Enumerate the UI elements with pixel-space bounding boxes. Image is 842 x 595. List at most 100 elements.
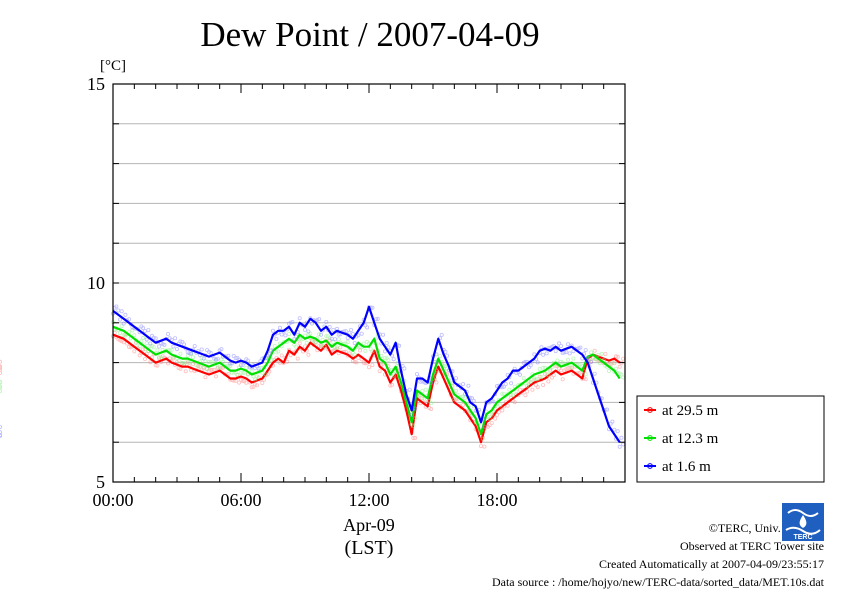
sample-point [370,349,375,354]
sample-point [157,344,162,349]
sample-point [324,319,329,324]
sample-point [534,377,539,382]
sample-point [304,340,309,345]
sample-point [439,332,444,337]
sample-point [350,332,355,337]
sample-point [560,350,565,355]
sample-point [226,363,231,368]
sample-point [221,359,226,364]
sample-point [566,342,571,347]
sample-point [302,333,307,338]
sample-point [535,377,540,382]
sample-point [402,366,407,371]
sample-point [621,442,626,447]
sample-point [299,337,304,342]
sample-point [274,350,279,355]
sample-point [244,365,249,370]
sample-point [411,423,416,428]
sample-point [421,396,426,401]
sample-point [345,340,350,345]
sample-point [500,408,505,413]
chart-title: Dew Point / 2007-04-09 [200,15,539,54]
sample-point [413,406,418,411]
sample-point [491,399,496,404]
sample-point [528,363,533,368]
sample-point [270,328,275,333]
sample-point [178,351,183,356]
sample-point [338,345,343,350]
sample-point [541,382,546,387]
sample-point [525,389,530,394]
sample-point [507,387,512,392]
sample-point [141,325,146,330]
sample-point [118,331,123,336]
sample-point [322,344,327,349]
sample-point [130,328,135,333]
sample-point [336,332,341,337]
x-axis-unit: (LST) [345,537,394,559]
sample-point [292,337,297,342]
sample-point [327,335,332,340]
sample-point [453,388,458,393]
sample-point [480,436,485,441]
sample-point [0,384,2,389]
sample-point [254,374,259,379]
axis-ticks: 5 10 15 00:00 06:00 12:00 18:00 [87,74,625,510]
sample-point [562,350,567,355]
sample-point [578,345,583,350]
sample-point [274,336,279,341]
sample-point [162,342,167,347]
sample-point [518,387,523,392]
sample-point [583,377,588,382]
sample-point [132,349,137,354]
sample-point [215,356,220,361]
y-tick-label: 10 [87,273,105,293]
sample-point [181,342,186,347]
sample-point [557,341,562,346]
sample-point [123,312,128,317]
sample-point [178,339,183,344]
sample-point [607,368,612,373]
sample-point [226,371,231,376]
sample-point [429,406,434,411]
sample-point [173,336,178,341]
sample-point [612,361,617,366]
sample-point [615,429,620,434]
sample-point [509,392,514,397]
sample-point [544,351,549,356]
sample-point [210,367,215,372]
sample-point [237,380,242,385]
sample-point [313,340,318,345]
sample-point [253,382,258,387]
legend-box [636,395,825,483]
sample-point [411,435,416,440]
sample-point [318,332,323,337]
sample-point [389,382,394,387]
sample-point [334,345,339,350]
sample-point [543,371,548,376]
sample-point [295,356,300,361]
sample-point [148,360,153,365]
sample-point [352,341,357,346]
sample-point [151,345,156,350]
sample-point [349,327,354,332]
sample-point [306,352,311,357]
sample-point [539,345,544,350]
sample-point [276,349,281,354]
sample-point [199,347,204,352]
sample-point [567,351,572,356]
sample-point [197,364,202,369]
sample-point [617,364,622,369]
sample-point [453,376,458,381]
sample-point [523,393,528,398]
sample-point [386,358,391,363]
sample-point [365,325,370,330]
sample-point [219,347,224,352]
sample-point [148,344,153,349]
sample-point [445,353,450,358]
sample-point [546,379,551,384]
sample-point [614,366,619,371]
sample-point [505,403,510,408]
sample-point [132,333,137,338]
sample-point [615,354,620,359]
